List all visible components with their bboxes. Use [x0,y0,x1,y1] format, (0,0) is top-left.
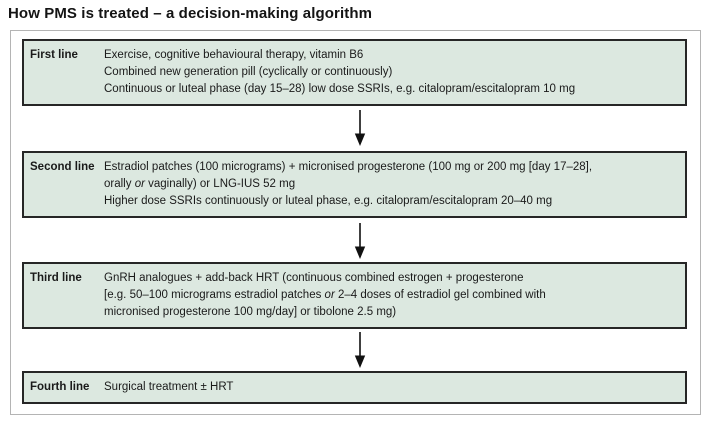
second-line-label: Second line [30,161,95,173]
treatment-line: Higher dose SSRIs continuously or luteal… [104,195,553,207]
fourth-line-treatments: Surgical treatment ± HRT [104,379,677,396]
third-line-box: Third line GnRH analogues + add-back HRT… [22,262,687,329]
treatment-line: orally or vaginally) or LNG-IUS 52 mg [104,178,296,190]
down-arrow-icon [353,331,367,369]
down-arrow-icon [353,109,367,147]
treatment-line: Combined new generation pill (cyclically… [104,66,393,78]
treatment-line: GnRH analogues + add-back HRT (continuou… [104,272,524,284]
down-arrow-icon [353,222,367,260]
treatment-line: Continuous or luteal phase (day 15–28) l… [104,83,576,95]
fourth-line-box: Fourth line Surgical treatment ± HRT [22,371,687,404]
second-line-box: Second line Estradiol patches (100 micro… [22,151,687,218]
treatment-line: Surgical treatment ± HRT [104,381,234,393]
treatment-line: Exercise, cognitive behavioural therapy,… [104,49,364,61]
treatment-line: [e.g. 50–100 micrograms estradiol patche… [104,289,546,301]
first-line-box: First line Exercise, cognitive behaviour… [22,39,687,106]
algorithm-frame: First line Exercise, cognitive behaviour… [10,30,701,415]
treatment-line: Estradiol patches (100 micrograms) + mic… [104,161,593,173]
second-line-treatments: Estradiol patches (100 micrograms) + mic… [104,159,677,210]
third-line-label: Third line [30,272,82,284]
third-line-treatments: GnRH analogues + add-back HRT (continuou… [104,270,677,321]
page-title: How PMS is treated – a decision-making a… [8,5,373,22]
treatment-line: micronised progesterone 100 mg/day] or t… [104,306,397,318]
first-line-label: First line [30,49,78,61]
first-line-treatments: Exercise, cognitive behavioural therapy,… [104,47,677,98]
fourth-line-label: Fourth line [30,381,90,393]
